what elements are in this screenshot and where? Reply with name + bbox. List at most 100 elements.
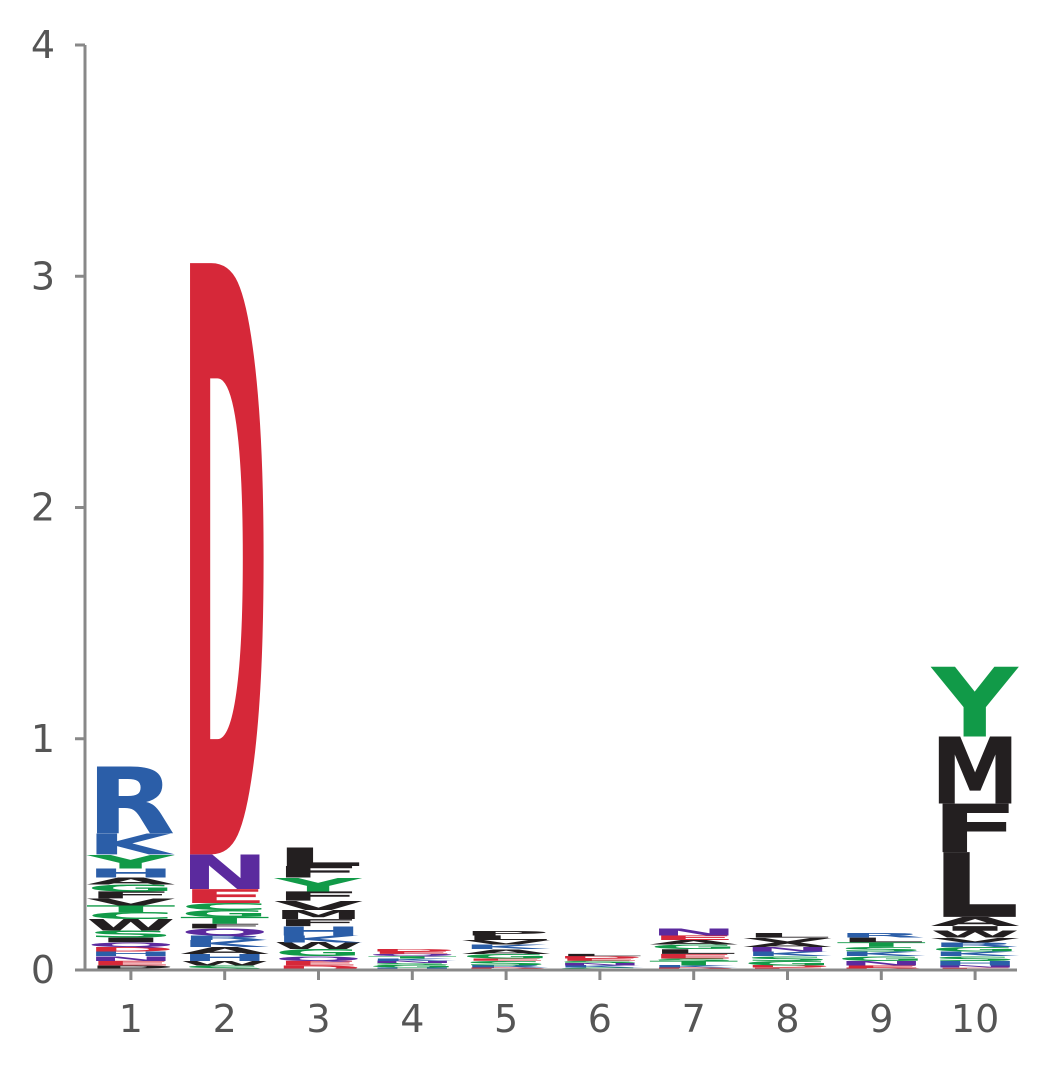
logo-letter-K: K <box>274 934 363 945</box>
logo-letter-C: C <box>86 910 175 921</box>
svg-text:E: E <box>555 958 644 962</box>
svg-text:N: N <box>555 962 644 966</box>
svg-text:H: H <box>86 866 175 881</box>
logo-letter-N: N <box>555 962 644 966</box>
svg-text:L: L <box>743 932 832 939</box>
svg-text:R: R <box>86 748 175 855</box>
logo-letter-D: D <box>86 946 175 953</box>
svg-text:Y: Y <box>930 649 1019 760</box>
logo-letter-S: S <box>368 962 457 966</box>
logo-letter-N: N <box>180 846 269 901</box>
logo-letter-H: H <box>931 959 1020 966</box>
svg-text:E: E <box>649 934 738 941</box>
logo-letter-I: I <box>931 925 1020 932</box>
svg-text:S: S <box>86 929 175 940</box>
svg-text:N: N <box>180 846 269 901</box>
svg-text:L: L <box>462 934 551 941</box>
svg-text:N: N <box>86 955 175 962</box>
svg-text:L: L <box>649 948 738 955</box>
logo-letter-L: L <box>649 948 738 955</box>
logo-letter-L: L <box>931 834 1020 938</box>
logo-letter-F: F <box>274 863 363 881</box>
logo-letter-L: L <box>274 842 363 872</box>
logo-letter-P: P <box>86 964 175 971</box>
logo-letter-C: C <box>180 901 269 912</box>
svg-text:K: K <box>368 958 457 962</box>
svg-text:Y: Y <box>86 851 175 873</box>
logo-letter-K: K <box>180 938 269 949</box>
svg-text:G: G <box>368 965 457 969</box>
logo-letter-E: E <box>837 965 926 969</box>
svg-text:N: N <box>931 965 1020 969</box>
logo-letter-S: S <box>931 955 1020 962</box>
svg-text:P: P <box>462 929 551 936</box>
svg-text:Q: Q <box>368 953 457 957</box>
svg-text:F: F <box>180 922 269 929</box>
logo-letter-K: K <box>931 950 1020 957</box>
logo-letter-F: F <box>931 791 1020 868</box>
svg-text:G: G <box>274 947 363 958</box>
logo-letter-W: W <box>931 929 1020 940</box>
y-tick-label: 3 <box>31 254 55 298</box>
logo-letter-A: A <box>180 945 269 956</box>
x-ticks: 1 2 3 4 5 6 7 8 9 10 <box>119 970 999 1041</box>
svg-text:N: N <box>743 946 832 953</box>
logo-letter-Q: Q <box>274 955 363 962</box>
logo-letter-F: F <box>86 889 175 900</box>
logo-letter-T: T <box>649 959 738 966</box>
svg-text:N: N <box>837 959 926 966</box>
logo-letter-H: H <box>86 866 175 881</box>
logo-letter-K: K <box>86 828 175 861</box>
logo-letter-H: H <box>274 924 363 939</box>
logo-letter-T: T <box>368 955 457 959</box>
svg-text:E: E <box>837 965 926 969</box>
logo-letter-K: K <box>555 965 644 969</box>
logo-letter-G: G <box>86 883 175 894</box>
logo-letter-A: A <box>86 876 175 887</box>
svg-text:W: W <box>931 929 1020 940</box>
svg-text:K: K <box>555 965 644 969</box>
svg-text:Y: Y <box>274 874 363 896</box>
svg-text:D: D <box>368 949 457 953</box>
logo-letter-W: W <box>180 960 269 967</box>
logo-letter-W: W <box>274 940 363 951</box>
logo-letter-T: T <box>180 915 269 926</box>
svg-text:K: K <box>743 950 832 957</box>
logo-letter-R: R <box>86 748 175 855</box>
svg-text:F: F <box>931 791 1020 868</box>
svg-text:H: H <box>931 959 1020 966</box>
svg-text:A: A <box>649 939 738 946</box>
svg-text:E: E <box>649 953 738 960</box>
svg-text:S: S <box>368 962 457 966</box>
logo-letter-V: V <box>462 939 551 946</box>
x-tick-label: 3 <box>306 997 330 1041</box>
y-tick-label: 0 <box>31 948 55 992</box>
logo-letter-S: S <box>555 960 644 964</box>
svg-text:G: G <box>180 908 269 919</box>
logo-letter-E: E <box>649 953 738 960</box>
logo-letter-G: G <box>837 955 926 962</box>
logo-letter-T: T <box>86 903 175 914</box>
logo-letter-Q: Q <box>368 953 457 957</box>
svg-text:H: H <box>180 952 269 963</box>
svg-text:T: T <box>649 959 738 966</box>
svg-text:V: V <box>86 897 175 908</box>
logo-letter-V: V <box>743 936 832 943</box>
logo-letter-T: T <box>837 941 926 948</box>
svg-text:E: E <box>180 885 269 907</box>
x-tick-label: 4 <box>400 997 424 1041</box>
logo-letter-K: K <box>368 958 457 962</box>
svg-text:S: S <box>931 955 1020 962</box>
logo-letter-L: L <box>555 953 644 957</box>
logo-letter-V: V <box>274 898 363 913</box>
logo-letter-A: A <box>931 914 1020 929</box>
svg-text:Q: Q <box>180 926 269 937</box>
svg-text:K: K <box>649 965 738 969</box>
logo-letter-W: W <box>86 916 175 935</box>
logo-letter-A: A <box>743 941 832 948</box>
svg-text:G: G <box>931 946 1020 953</box>
x-tick-label: 6 <box>588 997 612 1041</box>
svg-text:E: E <box>86 959 175 966</box>
logo-letter-E: E <box>274 959 363 966</box>
